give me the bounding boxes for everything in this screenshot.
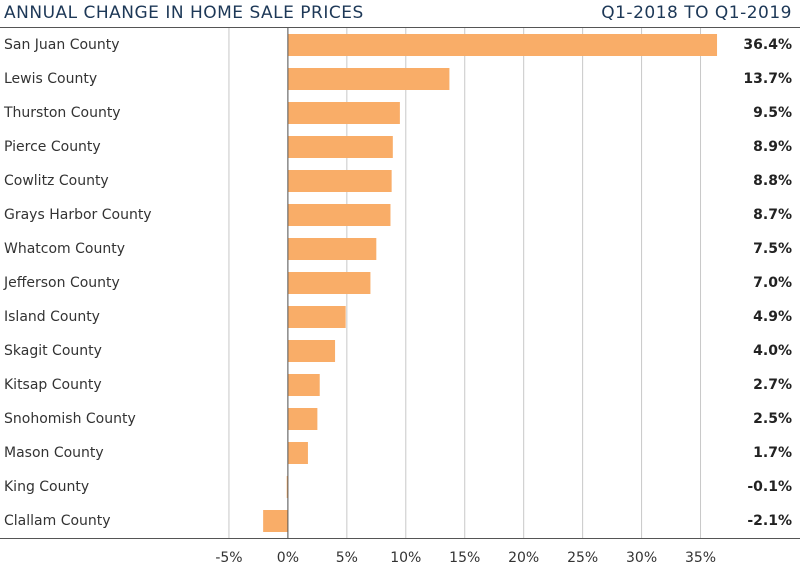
bar: [287, 374, 320, 396]
y-tick-label: Kitsap County: [4, 377, 102, 393]
value-label: 7.5%: [753, 241, 792, 257]
x-tick-label: 5%: [336, 550, 358, 566]
y-tick-label: Jefferson County: [3, 275, 120, 291]
y-tick-label: San Juan County: [4, 37, 120, 53]
value-label: 4.9%: [753, 309, 792, 325]
y-tick-label: Whatcom County: [4, 241, 125, 257]
value-label: -2.1%: [747, 513, 792, 529]
value-label: 2.5%: [753, 411, 792, 427]
bar: [287, 170, 392, 192]
bar: [263, 510, 288, 532]
value-label: 8.8%: [753, 173, 792, 189]
x-tick-label: 25%: [567, 550, 598, 566]
value-label: 7.0%: [753, 275, 792, 291]
bar: [287, 68, 450, 90]
bar: [287, 204, 391, 226]
bar: [287, 408, 318, 430]
x-tick-label: 20%: [508, 550, 539, 566]
bar: [287, 306, 346, 328]
bar: [287, 340, 336, 362]
value-label: -0.1%: [747, 479, 792, 495]
y-tick-label: Cowlitz County: [4, 173, 109, 189]
y-tick-label: Mason County: [4, 445, 104, 461]
value-label: 8.9%: [753, 139, 792, 155]
value-label: 4.0%: [753, 343, 792, 359]
y-tick-label: Pierce County: [4, 139, 101, 155]
chart-title: ANNUAL CHANGE IN HOME SALE PRICES: [4, 3, 364, 23]
y-tick-label: Lewis County: [4, 71, 97, 87]
x-tick-label: 10%: [390, 550, 421, 566]
x-tick-label: 35%: [685, 550, 716, 566]
x-tick-label: 15%: [449, 550, 480, 566]
bar: [287, 34, 718, 56]
value-label: 13.7%: [743, 71, 792, 87]
y-tick-label: Grays Harbor County: [4, 207, 152, 223]
y-tick-label: Skagit County: [4, 343, 102, 359]
bar: [287, 136, 393, 158]
y-tick-label: Clallam County: [4, 513, 111, 529]
x-tick-label: 0%: [277, 550, 299, 566]
bar: [287, 272, 371, 294]
y-tick-label: Island County: [4, 309, 100, 325]
value-label: 2.7%: [753, 377, 792, 393]
bar: [286, 476, 288, 498]
bar: [287, 442, 308, 464]
y-tick-label: Thurston County: [3, 105, 121, 121]
x-tick-label: 30%: [626, 550, 657, 566]
bar: [287, 102, 400, 124]
x-tick-label: -5%: [215, 550, 242, 566]
y-tick-label: Snohomish County: [4, 411, 136, 427]
value-label: 1.7%: [753, 445, 792, 461]
value-label: 36.4%: [743, 37, 792, 53]
y-tick-label: King County: [4, 479, 89, 495]
value-label: 8.7%: [753, 207, 792, 223]
value-label: 9.5%: [753, 105, 792, 121]
chart-subtitle: Q1-2018 TO Q1-2019: [601, 3, 792, 23]
bar: [287, 238, 377, 260]
